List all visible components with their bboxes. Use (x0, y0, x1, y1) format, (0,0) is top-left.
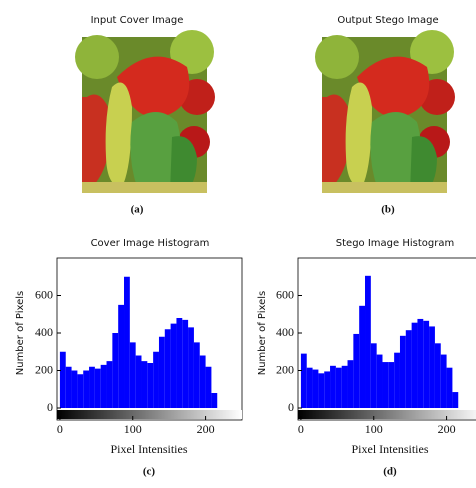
bar (312, 369, 319, 408)
bar (423, 320, 430, 408)
caption: (c) (143, 466, 156, 478)
bar (112, 333, 119, 408)
bar (341, 365, 348, 408)
bar (388, 362, 395, 408)
bar (417, 318, 424, 408)
bar (71, 370, 78, 408)
bar (135, 355, 142, 408)
bar (440, 354, 447, 408)
bar (124, 276, 130, 408)
x-axis-label: Pixel Intensities (111, 442, 188, 456)
cover-image (75, 30, 215, 193)
bar (394, 352, 400, 408)
bar (182, 319, 189, 408)
bar (129, 342, 136, 408)
bar (335, 367, 342, 408)
bar (330, 365, 336, 408)
colorbar (57, 410, 242, 419)
bar (347, 360, 354, 408)
y-tick-label: 200 (276, 362, 294, 376)
bar (170, 323, 177, 408)
x-tick-label: 100 (365, 422, 383, 436)
bar (83, 370, 90, 408)
bar (164, 329, 171, 408)
image-title: Output Stego Image (337, 15, 438, 26)
bar (77, 374, 84, 408)
bar (446, 367, 453, 408)
bar (300, 353, 307, 408)
x-tick-label: 0 (298, 422, 304, 436)
x-tick-label: 0 (57, 422, 63, 436)
bar (318, 373, 325, 408)
x-axis-label: Pixel Intensities (352, 442, 429, 456)
bar (100, 364, 107, 408)
bar (94, 368, 101, 408)
bar (376, 354, 383, 408)
caption: (b) (381, 204, 395, 216)
plot-frame (56, 257, 243, 421)
bar (405, 330, 412, 408)
x-tick-label: 200 (438, 422, 456, 436)
bar (153, 351, 159, 408)
y-tick-label: 400 (35, 325, 53, 339)
bar (411, 322, 418, 408)
chart-title: Stego Image Histogram (336, 238, 454, 249)
bar (365, 275, 371, 408)
y-tick-label: 600 (276, 287, 294, 301)
image-title: Input Cover Image (91, 15, 184, 26)
bar (211, 393, 218, 408)
bar (353, 333, 360, 408)
plot-frame (297, 257, 476, 421)
bar (141, 361, 148, 408)
y-axis-label: Number of Pixels (15, 291, 26, 376)
bar (147, 363, 154, 408)
stego-image (315, 30, 455, 193)
bar (193, 342, 200, 408)
y-tick-label: 0 (288, 400, 294, 414)
chart-title: Cover Image Histogram (91, 238, 210, 249)
y-tick-label: 200 (35, 362, 53, 376)
bar (118, 304, 125, 408)
bar (452, 392, 459, 408)
bar (324, 371, 331, 408)
bar (158, 336, 165, 408)
bar (205, 366, 212, 408)
bar (89, 366, 95, 408)
bar (106, 361, 113, 408)
bar (306, 367, 313, 408)
bar (359, 305, 366, 408)
bar (429, 326, 435, 408)
y-tick-label: 400 (276, 325, 294, 339)
bar (382, 362, 389, 408)
y-tick-label: 600 (35, 287, 53, 301)
bar (399, 335, 406, 408)
bar (176, 318, 183, 408)
bar (65, 366, 72, 408)
caption: (d) (383, 466, 397, 478)
caption: (a) (131, 204, 144, 216)
colorbar (298, 410, 476, 419)
bar (188, 327, 194, 408)
y-tick-label: 0 (47, 400, 53, 414)
bar (59, 351, 66, 408)
bar (370, 343, 377, 408)
y-axis-label: Number of Pixels (257, 291, 268, 376)
x-tick-label: 200 (197, 422, 215, 436)
bar (199, 355, 206, 408)
bar (434, 343, 441, 408)
x-tick-label: 100 (124, 422, 142, 436)
